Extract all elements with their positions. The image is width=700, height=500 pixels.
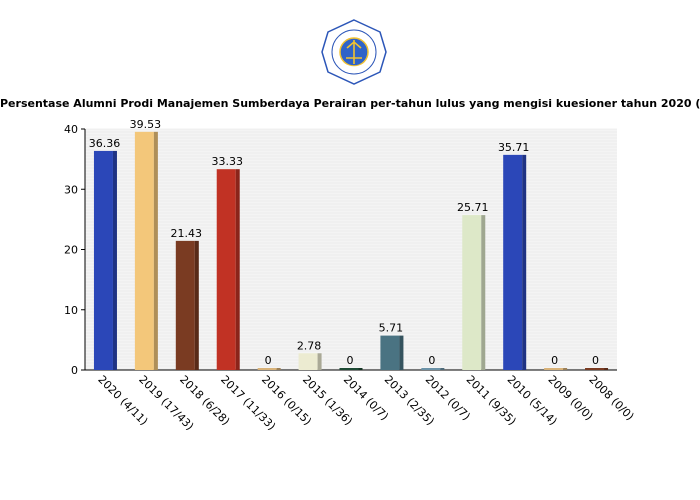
- y-tick-label: 40: [64, 123, 78, 136]
- bar-value-label: 0: [551, 354, 558, 367]
- bar-value-label: 36.36: [89, 137, 121, 150]
- bar-value-label: 25.71: [457, 201, 489, 214]
- bar: [380, 335, 400, 370]
- bar-side: [112, 150, 117, 370]
- bar: [544, 368, 564, 370]
- bar-side: [563, 368, 568, 370]
- y-tick-label: 30: [64, 183, 78, 196]
- y-tick-label: 10: [64, 304, 78, 317]
- bar-side: [481, 215, 486, 370]
- bar-side: [235, 169, 240, 370]
- bar-value-label: 0: [428, 354, 435, 367]
- bar-value-label: 0: [265, 354, 272, 367]
- bar: [339, 368, 359, 370]
- bar-side: [604, 368, 609, 370]
- bar-value-label: 35.71: [498, 141, 530, 154]
- bar: [503, 154, 523, 370]
- bar: [93, 150, 113, 370]
- bar-side: [399, 335, 404, 370]
- bar-value-label: 33.33: [211, 155, 243, 168]
- bar-value-label: 0: [347, 354, 354, 367]
- bar: [421, 368, 441, 370]
- bar-side: [317, 353, 322, 370]
- bar-value-label: 39.53: [130, 118, 162, 131]
- bar: [585, 368, 605, 370]
- bar: [257, 368, 277, 370]
- chart-title: Persentase Alumni Prodi Manajemen Sumber…: [0, 97, 700, 110]
- logo-emblem-icon: [321, 19, 387, 85]
- bar-side: [276, 368, 281, 370]
- bar-value-label: 5.71: [379, 322, 404, 335]
- bar: [175, 240, 195, 370]
- bar-value-label: 21.43: [171, 227, 203, 240]
- bar: [462, 215, 482, 370]
- bar: [298, 353, 318, 370]
- bar: [216, 169, 236, 370]
- university-logo: [320, 18, 388, 86]
- bar-value-label: 2.78: [297, 339, 322, 352]
- bar-value-label: 0: [592, 354, 599, 367]
- y-tick-label: 20: [64, 244, 78, 257]
- bar-side: [522, 154, 527, 370]
- bar-side: [358, 368, 363, 370]
- bar: [134, 131, 154, 370]
- bar-side: [194, 240, 199, 370]
- x-tick-label: 2008 (0/0): [586, 373, 636, 423]
- bar-side: [153, 131, 158, 370]
- bar-side: [440, 368, 445, 370]
- y-tick-label: 0: [71, 364, 78, 377]
